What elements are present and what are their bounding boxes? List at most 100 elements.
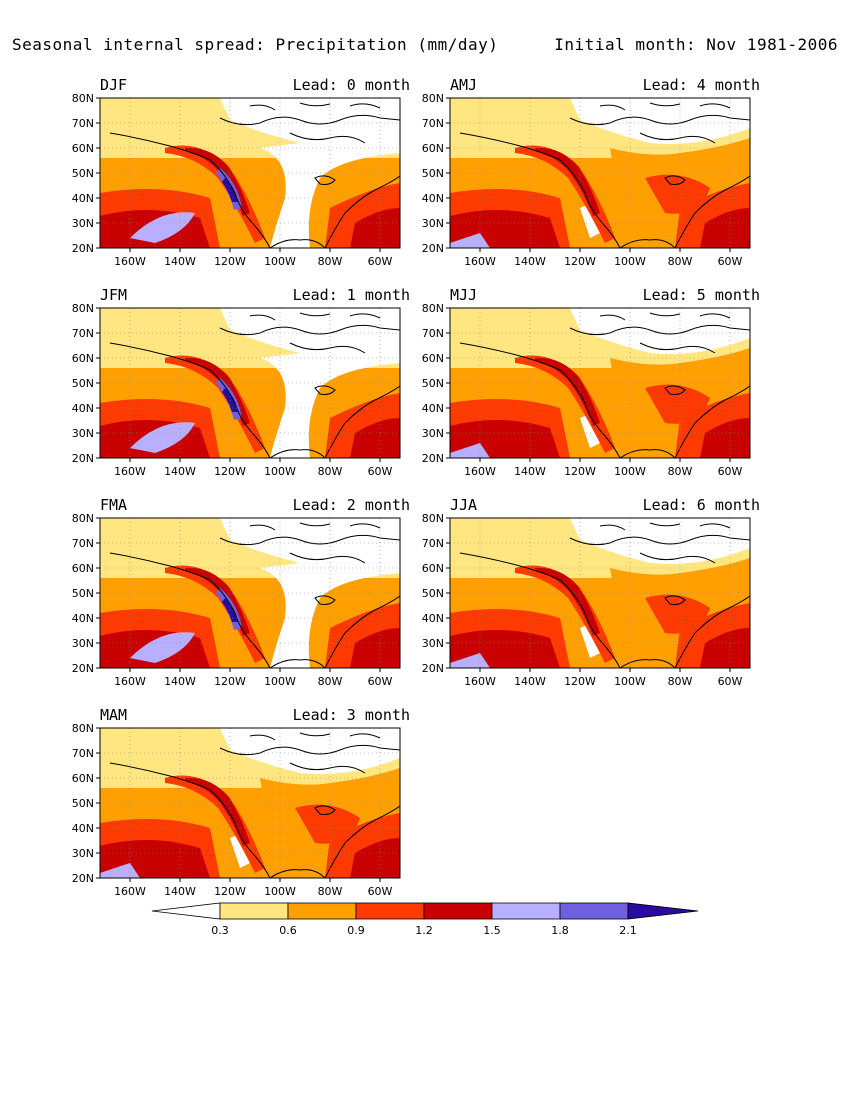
colorbar-segment <box>151 902 221 920</box>
season-label: FMA <box>100 496 128 514</box>
dry-region <box>260 548 400 668</box>
lat-tick-label: 70N <box>72 117 94 130</box>
field-band <box>350 418 400 458</box>
lon-tick-label: 160W <box>464 255 496 268</box>
coast-max <box>185 357 250 426</box>
lat-tick-label: 60N <box>72 562 94 575</box>
lon-tick-label: 120W <box>564 255 596 268</box>
lat-tick-label: 50N <box>72 587 94 600</box>
lat-tick-label: 70N <box>422 327 444 340</box>
coast-max <box>535 567 600 636</box>
figure-title: Seasonal internal spread: Precipitation … <box>12 35 499 54</box>
colorbar-segment <box>219 902 289 920</box>
initial-month-label: Initial month: Nov 1981-2006 <box>554 35 838 54</box>
lat-tick-label: 60N <box>422 142 444 155</box>
field-band <box>700 418 750 458</box>
lead-label: Lead: 4 month <box>642 76 760 94</box>
map-panel-amj: AMJ Lead: 4 month 80N 70N 60N 50N 40N 30N 20N 1… <box>408 76 768 276</box>
field-band <box>100 863 140 878</box>
lat-tick-label: 30N <box>422 427 444 440</box>
dry-region <box>220 728 400 774</box>
lon-tick-label: 60W <box>368 255 393 268</box>
lat-tick-label: 30N <box>422 637 444 650</box>
lon-tick-label: 80W <box>318 465 343 478</box>
colorbar-segment <box>491 902 561 920</box>
lat-tick-label: 80N <box>72 92 94 105</box>
lat-tick-label: 80N <box>422 92 444 105</box>
precip-map: 80N 70N 60N 50N 40N 30N 20N 160W 140W 120W 100W 80W… <box>58 92 418 273</box>
colorbar-label: 0.9 <box>347 924 365 937</box>
map-panel-fma: FMA Lead: 2 month 80N 70N 60N 50N 40N 30N 20N 1… <box>58 496 418 696</box>
lat-tick-label: 80N <box>422 302 444 315</box>
lat-tick-label: 60N <box>72 142 94 155</box>
lon-tick-label: 60W <box>718 675 743 688</box>
coastline <box>109 102 400 248</box>
lat-tick-label: 50N <box>72 377 94 390</box>
field-band <box>350 628 400 668</box>
lat-tick-label: 30N <box>422 217 444 230</box>
lon-tick-label: 140W <box>164 255 196 268</box>
lon-tick-label: 60W <box>368 675 393 688</box>
grid <box>100 518 400 668</box>
lon-tick-label: 80W <box>668 675 693 688</box>
lead-label: Lead: 5 month <box>642 286 760 304</box>
lat-tick-label: 50N <box>422 167 444 180</box>
lat-tick-label: 70N <box>422 117 444 130</box>
colorbar-legend: 0.3 0.6 0.9 1.2 1.5 1.8 2.1 <box>150 900 710 940</box>
lon-tick-label: 100W <box>614 255 646 268</box>
grid <box>100 728 400 878</box>
lon-tick-label: 60W <box>368 465 393 478</box>
lat-tick-label: 70N <box>72 747 94 760</box>
dry-region <box>570 98 750 144</box>
grid <box>100 98 400 248</box>
lon-tick-label: 60W <box>368 885 393 898</box>
lon-tick-label: 100W <box>264 465 296 478</box>
colorbar-segment <box>627 902 699 920</box>
lat-tick-label: 60N <box>72 772 94 785</box>
field-band <box>350 838 400 878</box>
lat-tick-label: 70N <box>422 537 444 550</box>
map-panel-jja: JJA Lead: 6 month 80N 70N 60N 50N 40N 30N 20N 1… <box>408 496 768 696</box>
colorbar-label: 1.5 <box>483 924 501 937</box>
lon-tick-label: 140W <box>514 465 546 478</box>
lon-tick-label: 140W <box>164 675 196 688</box>
dry-region <box>220 518 400 564</box>
lat-tick-label: 50N <box>422 587 444 600</box>
colorbar-segment <box>423 902 493 920</box>
lat-tick-label: 50N <box>72 167 94 180</box>
field-band <box>130 422 195 453</box>
lon-tick-label: 60W <box>718 465 743 478</box>
colorbar-segment <box>287 902 357 920</box>
grid <box>450 308 750 458</box>
season-label: MAM <box>100 706 128 724</box>
lat-tick-label: 20N <box>422 662 444 675</box>
lon-tick-label: 120W <box>214 675 246 688</box>
map-panel-djf: DJF Lead: 0 month 80N 70N 60N 50N 40N 30N 20N 1… <box>58 76 418 276</box>
lat-tick-label: 60N <box>422 562 444 575</box>
coast-max <box>185 567 250 636</box>
colorbar-label: 2.1 <box>619 924 637 937</box>
lead-label: Lead: 1 month <box>292 286 410 304</box>
lead-label: Lead: 6 month <box>642 496 760 514</box>
coastline <box>459 102 750 248</box>
lat-tick-label: 80N <box>72 302 94 315</box>
field-band <box>700 208 750 248</box>
field-band <box>700 628 750 668</box>
lon-tick-label: 120W <box>214 885 246 898</box>
lon-tick-label: 140W <box>514 675 546 688</box>
lat-tick-label: 40N <box>72 612 94 625</box>
lon-tick-label: 160W <box>464 675 496 688</box>
field-band <box>450 443 490 458</box>
field-band <box>130 212 195 243</box>
lon-tick-label: 120W <box>214 255 246 268</box>
lon-tick-label: 120W <box>564 465 596 478</box>
colorbar-label: 0.6 <box>279 924 297 937</box>
precip-map: 80N 70N 60N 50N 40N 30N 20N 160W 140W 120W 100W 80W… <box>58 512 418 693</box>
lat-tick-label: 20N <box>422 242 444 255</box>
season-label: DJF <box>100 76 128 94</box>
lon-tick-label: 80W <box>318 885 343 898</box>
map-panel-mjj: MJJ Lead: 5 month 80N 70N 60N 50N 40N 30N 20N 1… <box>408 286 768 486</box>
dry-region <box>260 128 400 248</box>
lon-tick-label: 140W <box>514 255 546 268</box>
lead-label: Lead: 3 month <box>292 706 410 724</box>
